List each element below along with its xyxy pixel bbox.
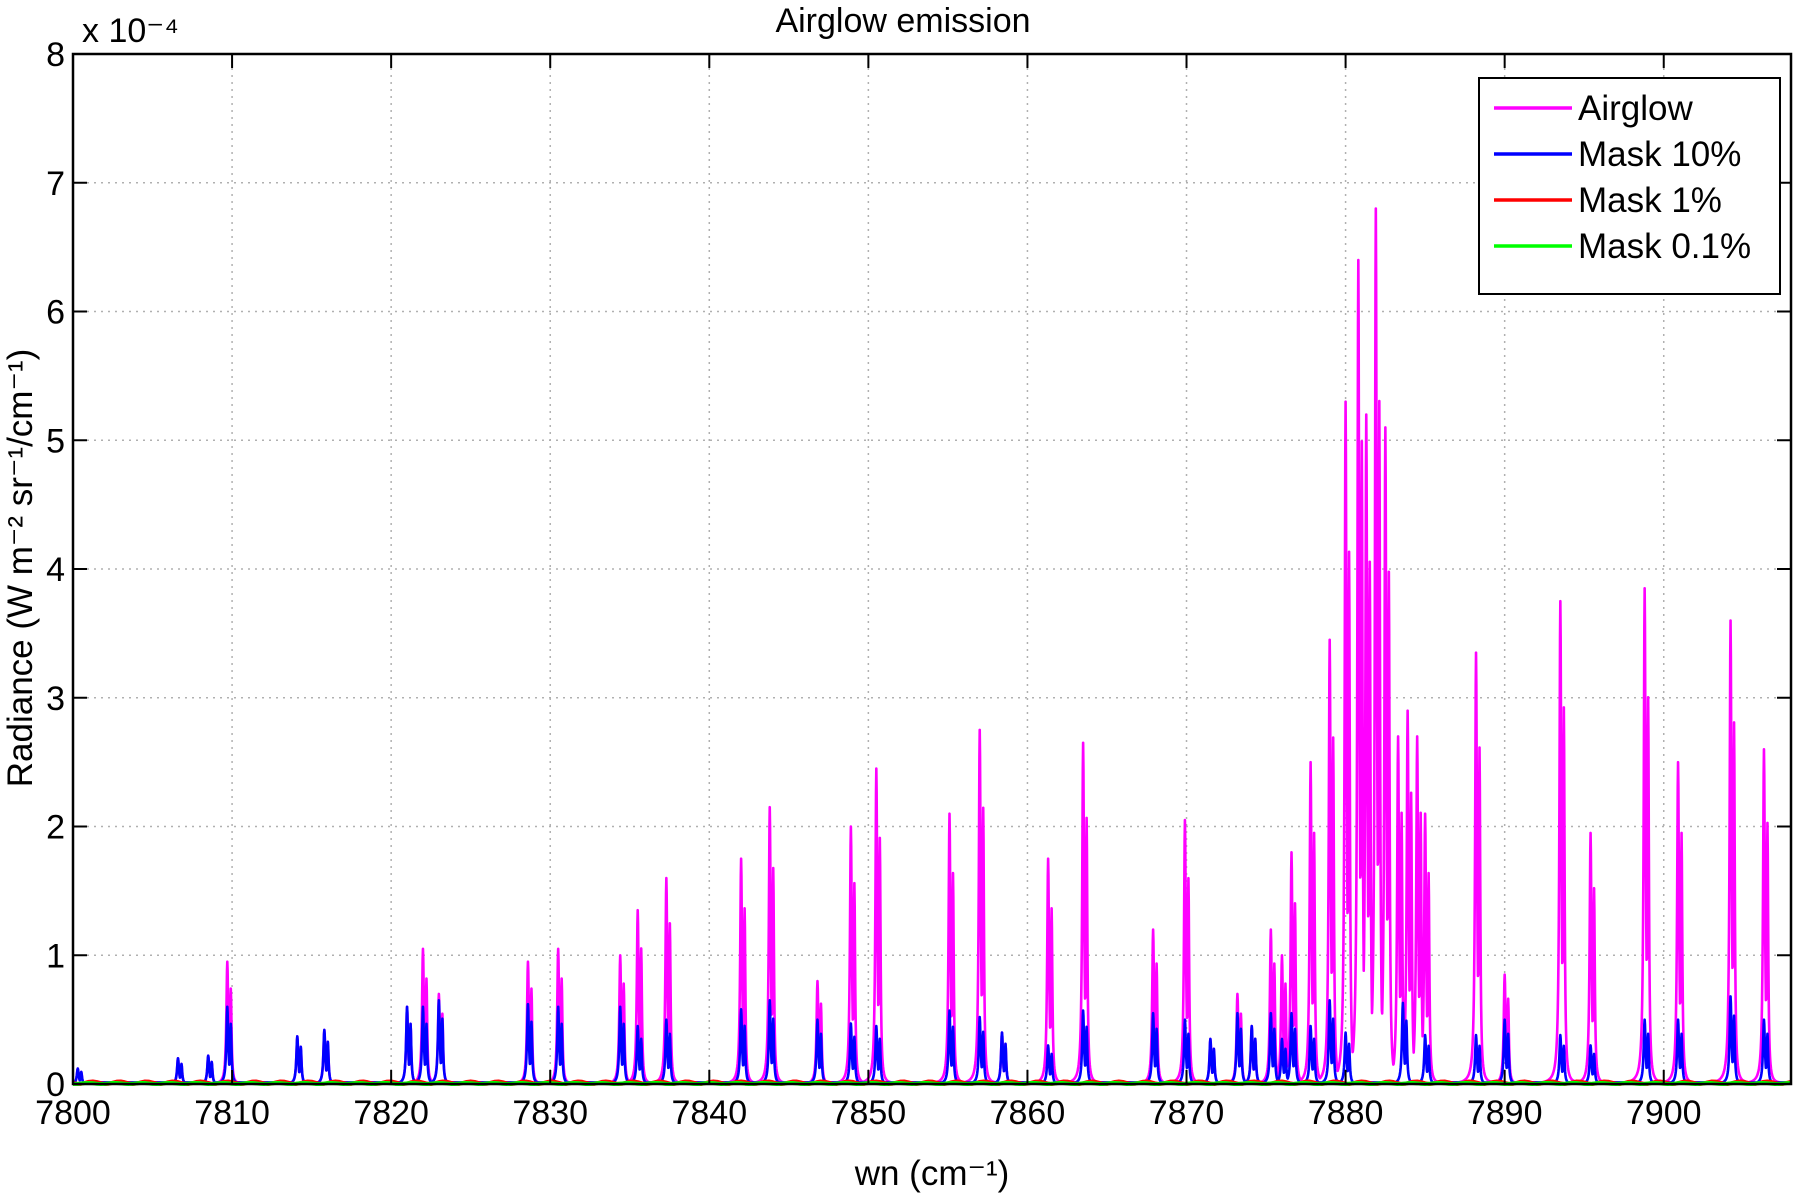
y-tick-label: 5 xyxy=(46,422,65,460)
legend-label: Mask 1% xyxy=(1578,181,1722,220)
y-exponent-label: x 10⁻⁴ xyxy=(82,12,179,50)
legend-label: Mask 0.1% xyxy=(1578,227,1751,266)
legend-label: Airglow xyxy=(1578,89,1693,128)
y-axis-label: Radiance (W m⁻² sr⁻¹/cm⁻¹) xyxy=(1,349,40,787)
chart-title: Airglow emission xyxy=(775,2,1030,40)
y-tick-label: 7 xyxy=(46,165,65,203)
y-tick-label: 6 xyxy=(46,294,65,332)
legend: Airglow Mask 10% Mask 1% Mask 0.1% xyxy=(1478,77,1781,295)
x-tick-label: 7820 xyxy=(353,1094,429,1132)
x-tick-label: 7840 xyxy=(671,1094,747,1132)
y-tick-label: 3 xyxy=(46,680,65,718)
x-tick-label: 7800 xyxy=(35,1094,111,1132)
x-tick-label: 7860 xyxy=(990,1094,1066,1132)
axis-ticks: 7800 7810 7820 7830 7840 7850 7860 7870 7880 7890… xyxy=(35,36,1791,1132)
x-tick-label: 7830 xyxy=(512,1094,588,1132)
y-tick-label: 8 xyxy=(46,36,65,74)
x-tick-label: 7850 xyxy=(831,1094,907,1132)
legend-box xyxy=(1478,77,1781,295)
x-tick-label: 7900 xyxy=(1626,1094,1702,1132)
x-tick-label: 7870 xyxy=(1149,1094,1225,1132)
y-tick-label: 4 xyxy=(46,551,65,589)
y-tick-label: 2 xyxy=(46,809,65,847)
x-tick-label: 7890 xyxy=(1467,1094,1543,1132)
x-axis-label: wn (cm⁻¹) xyxy=(854,1154,1010,1193)
y-tick-label: 0 xyxy=(46,1066,65,1104)
legend-label: Mask 10% xyxy=(1578,135,1741,174)
x-tick-label: 7880 xyxy=(1308,1094,1384,1132)
y-tick-label: 1 xyxy=(46,937,65,975)
x-tick-label: 7810 xyxy=(194,1094,270,1132)
